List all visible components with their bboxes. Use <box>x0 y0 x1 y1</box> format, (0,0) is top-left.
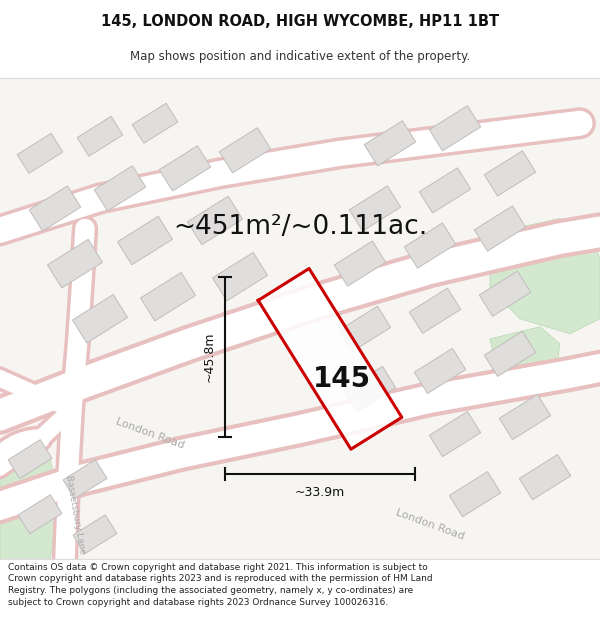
Polygon shape <box>484 151 536 196</box>
Text: London Road: London Road <box>114 417 186 451</box>
Polygon shape <box>419 168 471 213</box>
Polygon shape <box>349 186 401 231</box>
Polygon shape <box>73 515 117 554</box>
Polygon shape <box>132 103 178 143</box>
Polygon shape <box>140 272 196 321</box>
Text: ~451m²/~0.111ac.: ~451m²/~0.111ac. <box>173 214 427 239</box>
Text: London Road: London Road <box>394 508 466 541</box>
Text: ~45.8m: ~45.8m <box>203 332 215 382</box>
Polygon shape <box>334 241 386 286</box>
Polygon shape <box>8 439 52 479</box>
Polygon shape <box>339 306 391 351</box>
Polygon shape <box>429 106 481 151</box>
Text: 145: 145 <box>313 365 371 393</box>
Polygon shape <box>490 219 600 334</box>
Polygon shape <box>449 472 501 517</box>
Polygon shape <box>29 186 81 231</box>
Polygon shape <box>187 196 242 245</box>
Polygon shape <box>479 271 531 316</box>
Polygon shape <box>490 327 560 384</box>
Polygon shape <box>118 216 173 265</box>
Polygon shape <box>212 253 268 301</box>
Text: 145, LONDON ROAD, HIGH WYCOMBE, HP11 1BT: 145, LONDON ROAD, HIGH WYCOMBE, HP11 1BT <box>101 14 499 29</box>
Polygon shape <box>18 495 62 534</box>
Polygon shape <box>499 394 551 439</box>
Polygon shape <box>519 454 571 500</box>
Polygon shape <box>77 116 123 156</box>
Polygon shape <box>429 411 481 457</box>
Polygon shape <box>409 288 461 333</box>
Polygon shape <box>474 206 526 251</box>
Polygon shape <box>0 459 60 559</box>
Polygon shape <box>94 166 146 211</box>
Polygon shape <box>404 223 456 268</box>
Text: Map shows position and indicative extent of the property.: Map shows position and indicative extent… <box>130 50 470 62</box>
Polygon shape <box>414 348 466 394</box>
Polygon shape <box>17 133 63 173</box>
Polygon shape <box>364 121 416 166</box>
Text: Contains OS data © Crown copyright and database right 2021. This information is : Contains OS data © Crown copyright and d… <box>8 562 433 607</box>
Polygon shape <box>344 366 396 411</box>
Polygon shape <box>73 294 128 343</box>
Polygon shape <box>219 127 271 173</box>
Text: Bassetsbury Lane: Bassetsbury Lane <box>64 474 86 554</box>
Polygon shape <box>258 269 402 449</box>
Polygon shape <box>159 146 211 191</box>
Polygon shape <box>63 460 107 499</box>
Polygon shape <box>47 239 103 288</box>
Text: ~33.9m: ~33.9m <box>295 486 345 499</box>
Polygon shape <box>484 331 536 376</box>
